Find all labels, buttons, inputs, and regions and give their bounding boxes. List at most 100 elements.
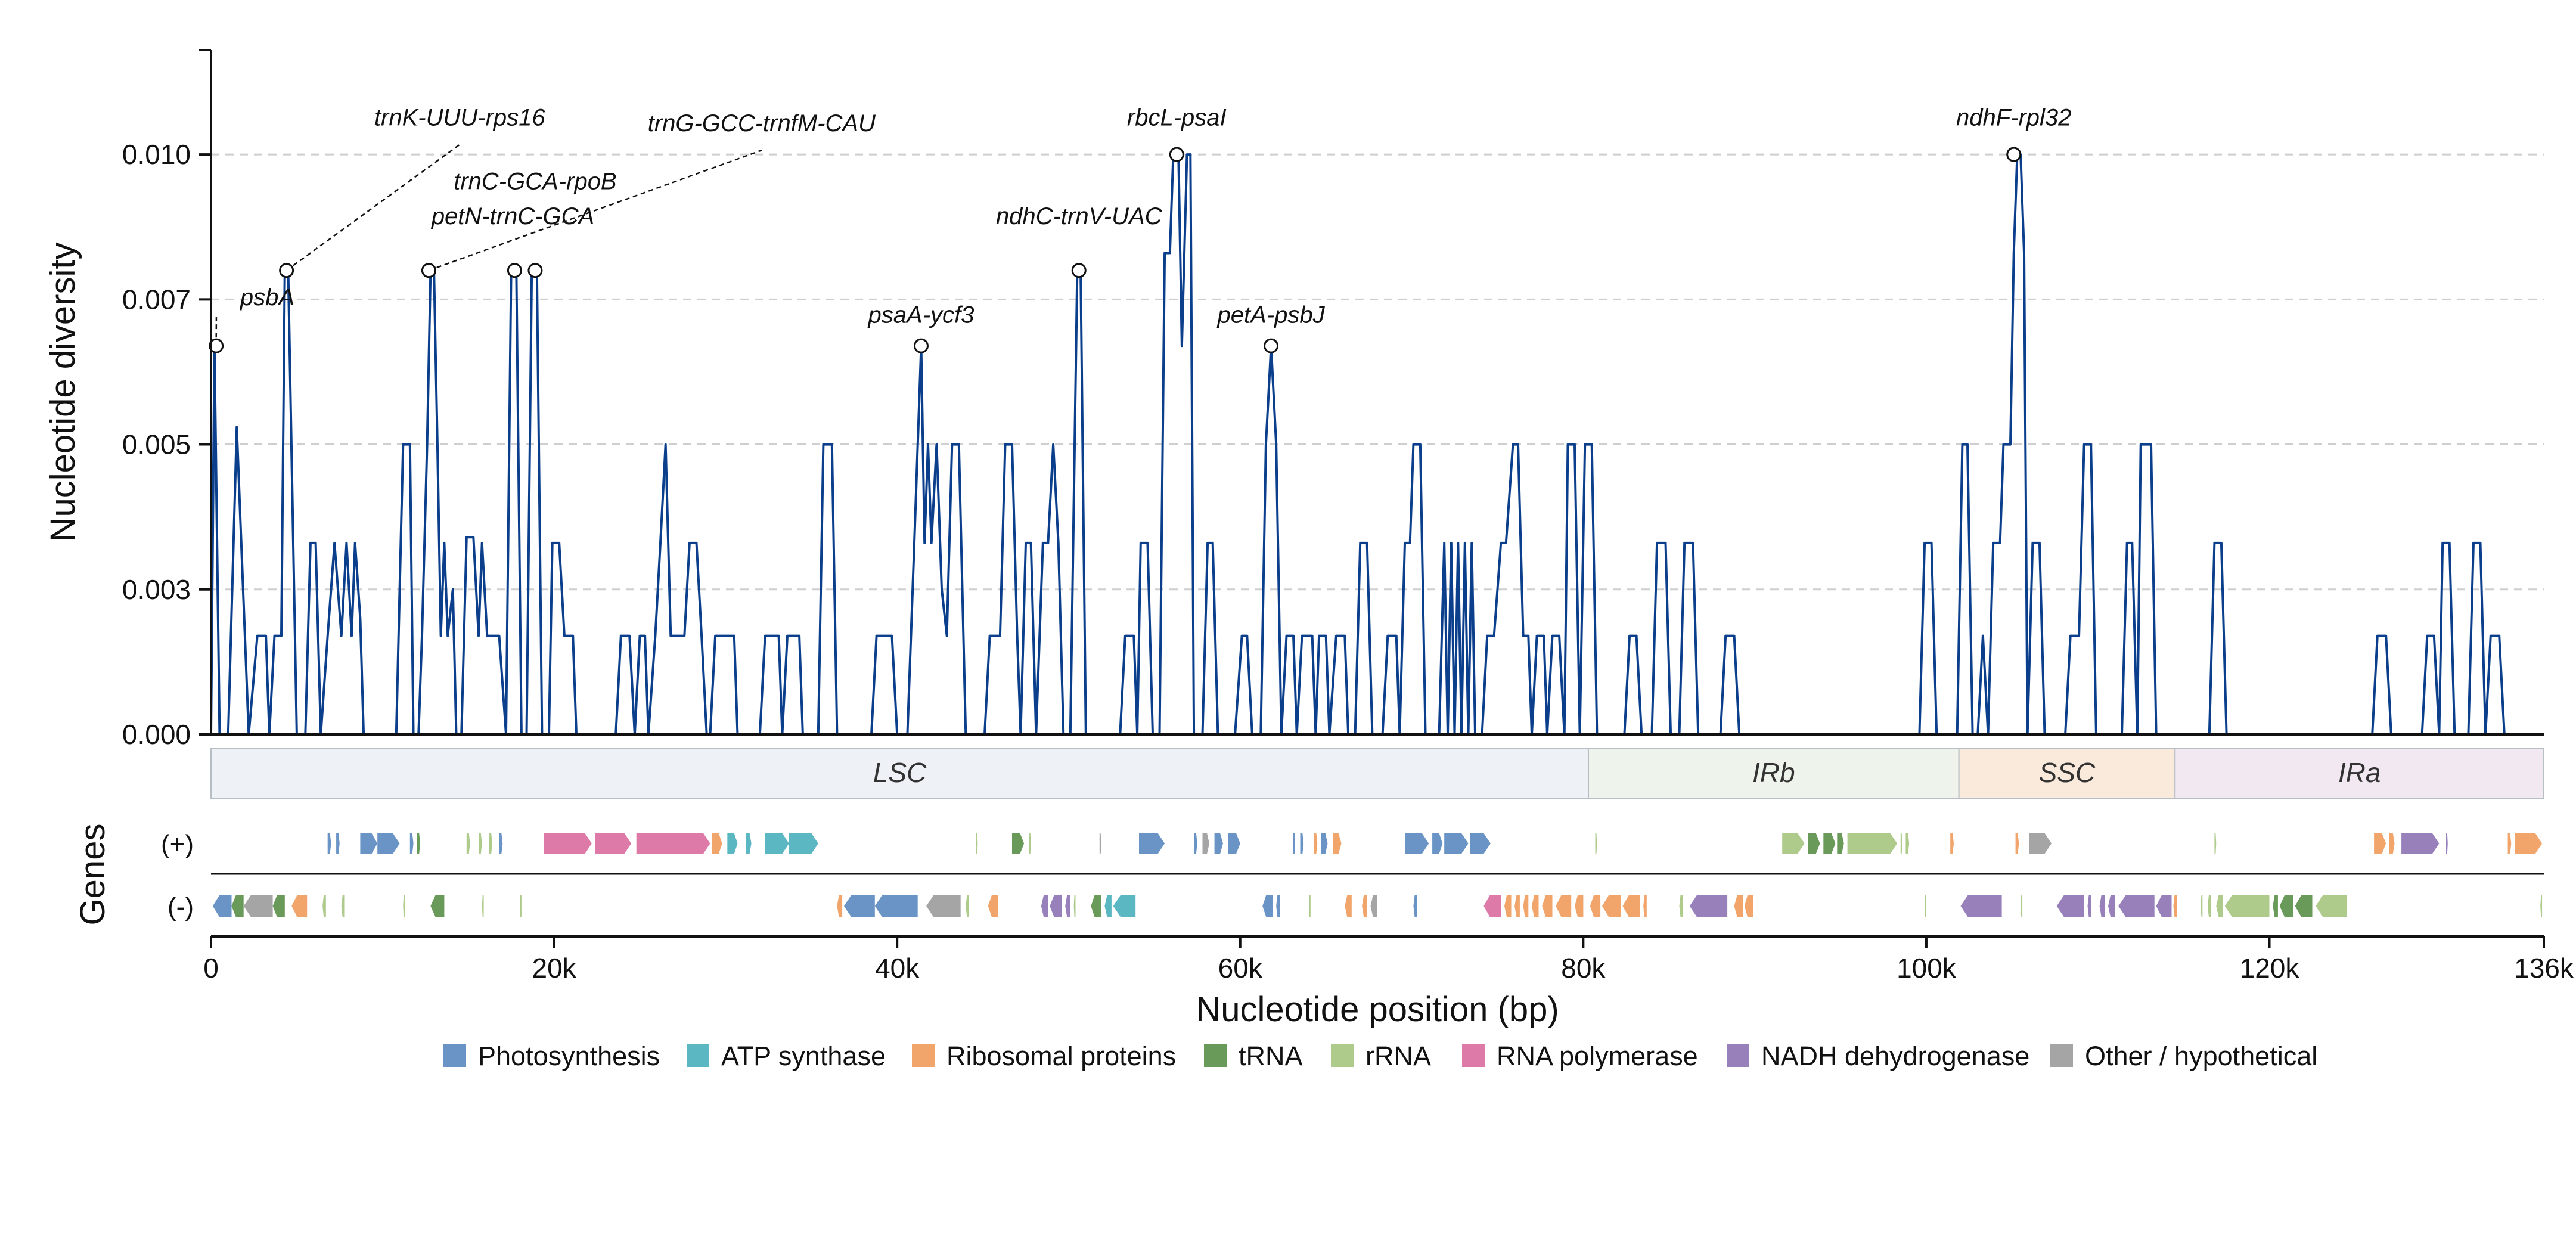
gene-arrow: [2401, 833, 2440, 854]
x-axis-label: Nucleotide position (bp): [1196, 990, 1559, 1029]
gene-arrow: [327, 833, 331, 854]
gene-arrow: [1276, 895, 1280, 917]
legend-swatch: [1204, 1044, 1227, 1067]
gene-arrow: [595, 833, 632, 854]
gene-arrow: [2295, 895, 2313, 917]
gene-arrow: [1073, 895, 1076, 917]
peak-marker: [1071, 263, 1087, 278]
gene-arrow: [1643, 895, 1647, 917]
x-tick-label: 0: [203, 953, 219, 984]
peak-label: psbA: [240, 284, 294, 311]
peak-label: trnC-GCA-rpoB: [454, 168, 616, 194]
region-label: IRa: [2338, 757, 2381, 788]
gene-arrow: [966, 895, 969, 917]
gene-arrow: [1139, 833, 1165, 854]
gene-arrow: [1444, 833, 1469, 854]
y-tick-label: 0.000: [122, 719, 191, 750]
gene-arrow: [1470, 833, 1491, 854]
gene-arrow: [1950, 833, 1954, 854]
gene-arrow: [2099, 895, 2105, 917]
legend-label: RNA polymerase: [1497, 1041, 1698, 1071]
gene-arrow: [322, 895, 326, 917]
gene-arrow: [1483, 895, 1501, 917]
gene-arrow: [1925, 895, 1926, 917]
genes-axis-label: Genes: [73, 824, 112, 926]
y-tick-label: 0.007: [122, 284, 191, 315]
x-tick-label: 100k: [1897, 953, 1957, 984]
gene-arrow: [1590, 895, 1601, 917]
gene-arrow: [2015, 833, 2019, 854]
gene-arrow: [1300, 833, 1304, 854]
gene-track: [212, 833, 2543, 917]
gene-arrow: [1679, 895, 1683, 917]
peak-label: ndhC-trnV-UAC: [996, 203, 1163, 229]
gene-arrow: [2273, 895, 2278, 917]
y-tick-label: 0.010: [122, 139, 191, 170]
gene-arrow: [1012, 833, 1025, 854]
region-irb: [1587, 748, 1960, 799]
peak-label: trnK-UUU-rps16: [374, 104, 545, 131]
gene-arrow: [2021, 895, 2023, 917]
gene-arrow: [2108, 895, 2115, 917]
legend-label: Ribosomal proteins: [946, 1041, 1176, 1071]
legend-label: tRNA: [1239, 1041, 1303, 1071]
gene-arrow: [1050, 895, 1062, 917]
gene-arrow: [482, 895, 484, 917]
y-ticks: 0.000 0.003 0.005 0.007 0.010: [122, 139, 211, 750]
gene-arrow: [243, 895, 273, 917]
gene-arrow: [2279, 895, 2293, 917]
gene-arrow: [1602, 895, 1621, 917]
gene-arrow: [1194, 833, 1197, 854]
gene-arrow: [1575, 895, 1584, 917]
peak-label: rbcL-psaI: [1127, 104, 1227, 131]
gene-arrow: [2056, 895, 2084, 917]
gene-arrow: [1734, 895, 1743, 917]
gene-arrow: [926, 895, 961, 917]
gene-arrow: [489, 833, 492, 854]
region-label: SSC: [2039, 757, 2096, 788]
gene-arrow: [1214, 833, 1223, 854]
gene-arrow: [976, 833, 978, 854]
gene-arrow: [1542, 895, 1553, 917]
legend-label: Other / hypothetical: [2085, 1041, 2317, 1071]
gene-arrow: [2156, 895, 2172, 917]
gene-arrow: [360, 833, 378, 854]
legend-swatch: [1727, 1044, 1749, 1067]
gene-arrow: [2389, 833, 2395, 854]
gene-arrow: [1514, 895, 1520, 917]
gene-arrow: [1293, 833, 1295, 854]
peak-marker: [507, 263, 522, 278]
gene-arrow: [2224, 895, 2270, 917]
gene-arrow: [1333, 833, 1342, 854]
gene-arrow: [1029, 833, 1031, 854]
x-tick-label: 60k: [1218, 953, 1263, 984]
legend-label: NADH dehydrogenase: [1761, 1041, 2029, 1071]
gene-arrow: [1113, 895, 1136, 917]
region-ssc: [1958, 748, 2176, 799]
gene-arrow: [377, 833, 400, 854]
legend-label: ATP synthase: [721, 1041, 886, 1071]
gene-arrow: [1823, 833, 1836, 854]
peak-marker: [1169, 147, 1184, 162]
gene-arrow: [1744, 895, 1753, 917]
region-ira: [2174, 748, 2544, 799]
gene-arrow: [403, 895, 405, 917]
peak-marker: [421, 263, 436, 278]
gene-arrow: [1345, 895, 1352, 917]
gene-arrow: [1262, 895, 1273, 917]
gene-arrow: [291, 895, 308, 917]
x-tick-label: 20k: [532, 953, 577, 984]
gene-arrow: [2540, 895, 2543, 917]
y-axis-label: Nucleotide diversity: [44, 243, 82, 542]
gene-arrow: [2507, 833, 2512, 854]
x-ticks: 0 20k 40k 60k 80k 100k 120k 136k: [203, 936, 2574, 984]
peak-marker: [913, 338, 929, 353]
legend-swatch: [2050, 1044, 2073, 1067]
gene-arrow: [1104, 895, 1112, 917]
gene-arrow: [2446, 833, 2448, 854]
genome-regions: LSC IRb SSC IRa: [210, 748, 2544, 799]
legend-swatch: [1331, 1044, 1354, 1067]
gene-arrow: [2207, 895, 2211, 917]
gene-arrow: [789, 833, 818, 854]
